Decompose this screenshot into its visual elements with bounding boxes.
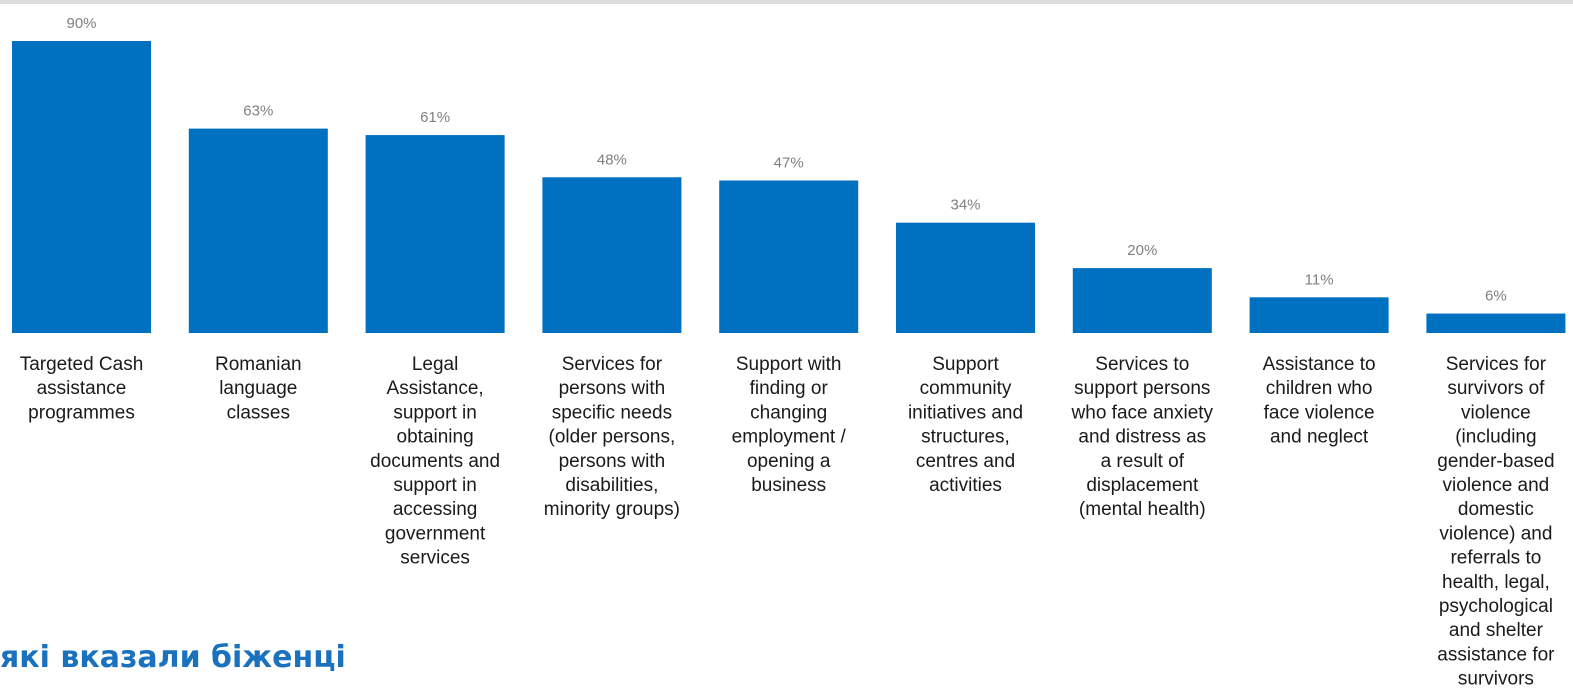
category-label-line: employment / xyxy=(732,427,847,448)
category-label-line: minority groups) xyxy=(544,499,680,520)
category-label-line: and shelter xyxy=(1449,620,1544,641)
bar-9 xyxy=(1426,313,1566,333)
category-label-line: changing xyxy=(750,402,827,423)
value-label-1: 90% xyxy=(66,15,96,32)
category-label-2: Romanian language classes xyxy=(215,354,302,423)
category-label-3: Legal Assistance, support in obtaining docum… xyxy=(370,354,500,569)
category-label-line: violence) and xyxy=(1439,523,1552,544)
category-label-7: Services to support persons who face anxie… xyxy=(1071,354,1214,520)
category-label-5: Support with finding or changing employment… xyxy=(732,354,847,496)
category-label-line: (mental health) xyxy=(1079,499,1206,520)
category-label-line: government xyxy=(385,523,486,544)
category-label-9: Services for survivors of violence (includi… xyxy=(1437,354,1555,690)
category-label-line: face violence xyxy=(1264,402,1375,423)
category-label-line: Services for xyxy=(1446,354,1547,375)
category-label-4: Services for persons with specific needs (o… xyxy=(544,354,680,520)
category-label-line: Services to xyxy=(1095,354,1189,375)
value-label-6: 34% xyxy=(950,197,980,214)
category-label-line: survivors of xyxy=(1447,378,1545,399)
category-label-line: domestic xyxy=(1458,499,1534,520)
category-label-line: persons with xyxy=(559,378,666,399)
category-label-line: Targeted Cash xyxy=(20,354,144,375)
bar-3 xyxy=(365,135,505,333)
bar-4 xyxy=(542,177,682,333)
category-label-line: programmes xyxy=(28,402,135,423)
category-label-line: and distress as xyxy=(1078,427,1206,448)
value-label-4: 48% xyxy=(597,151,627,168)
category-label-line: (including xyxy=(1455,427,1536,448)
category-label-line: initiatives and xyxy=(908,402,1023,423)
category-label-8: Assistance to children who face violence an… xyxy=(1263,354,1376,448)
category-label-1: Targeted Cash assistance programmes xyxy=(20,354,144,423)
category-label-line: violence xyxy=(1461,402,1531,423)
value-label-5: 47% xyxy=(774,155,804,172)
category-label-line: Support xyxy=(932,354,999,375)
category-label-line: services xyxy=(400,548,470,569)
category-label-line: violence and xyxy=(1443,475,1550,496)
category-label-line: a result of xyxy=(1101,451,1185,472)
category-label-line: support in xyxy=(393,475,476,496)
category-label-line: assistance for xyxy=(1437,644,1555,665)
category-label-line: support in xyxy=(393,402,476,423)
category-label-line: classes xyxy=(227,402,290,423)
category-label-line: opening a xyxy=(747,451,831,472)
category-label-line: gender-based xyxy=(1437,451,1554,472)
bar-7 xyxy=(1072,268,1212,333)
category-label-line: and neglect xyxy=(1270,427,1369,448)
category-label-line: children who xyxy=(1266,378,1373,399)
category-label-line: accessing xyxy=(393,499,478,520)
category-label-line: obtaining xyxy=(397,427,474,448)
category-label-line: Assistance to xyxy=(1263,354,1376,375)
category-label-line: displacement xyxy=(1086,475,1199,496)
category-label-line: assistance xyxy=(37,378,127,399)
value-label-3: 61% xyxy=(420,109,450,126)
category-label-line: health, legal, xyxy=(1442,572,1550,593)
bar-2 xyxy=(188,128,328,333)
category-label-line: Support with xyxy=(736,354,842,375)
category-label-line: who face anxiety xyxy=(1071,402,1214,423)
top-divider xyxy=(0,0,1573,4)
category-label-line: centres and xyxy=(916,451,1015,472)
category-label-line: Assistance, xyxy=(387,378,484,399)
bar-5 xyxy=(719,180,859,333)
category-label-line: finding or xyxy=(750,378,829,399)
category-label-line: language xyxy=(219,378,297,399)
partial-title: які вказали біженці xyxy=(0,640,346,675)
category-label-line: activities xyxy=(929,475,1002,496)
category-label-line: disabilities, xyxy=(565,475,658,496)
category-label-line: persons with xyxy=(559,451,666,472)
category-label-line: referrals to xyxy=(1450,548,1541,569)
value-label-7: 20% xyxy=(1127,242,1157,259)
category-label-line: psychological xyxy=(1439,596,1553,617)
value-label-2: 63% xyxy=(243,103,273,120)
category-label-6: Support community initiatives and structure… xyxy=(908,354,1023,496)
category-label-line: support persons xyxy=(1074,378,1210,399)
category-label-line: survivors xyxy=(1458,669,1534,690)
category-label-line: structures, xyxy=(921,427,1010,448)
bar-1 xyxy=(12,41,151,333)
category-label-line: community xyxy=(920,378,1012,399)
category-label-line: (older persons, xyxy=(549,427,676,448)
category-label-line: business xyxy=(751,475,826,496)
category-label-line: Services for xyxy=(562,354,663,375)
value-label-9: 6% xyxy=(1485,288,1507,305)
bar-8 xyxy=(1249,297,1389,333)
category-label-line: Romanian xyxy=(215,354,302,375)
value-label-8: 11% xyxy=(1305,271,1334,288)
category-label-line: documents and xyxy=(370,451,500,472)
bar-6 xyxy=(896,222,1035,333)
category-label-line: specific needs xyxy=(552,402,672,423)
category-label-line: Legal xyxy=(412,354,459,375)
